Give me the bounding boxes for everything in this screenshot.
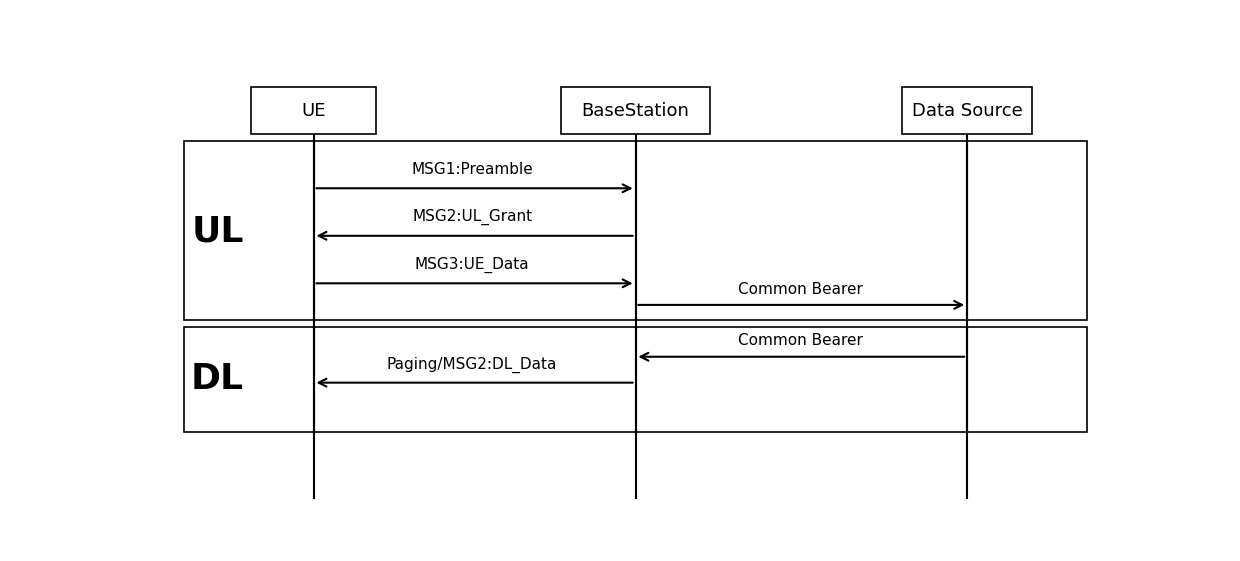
Bar	[184, 141, 1087, 320]
Bar	[250, 87, 376, 134]
Text: MSG1:Preamble: MSG1:Preamble	[412, 163, 533, 177]
Text: Common Bearer: Common Bearer	[738, 282, 863, 297]
Text: UL: UL	[191, 214, 243, 249]
Text: Common Bearer: Common Bearer	[738, 333, 863, 348]
Text: Paging/MSG2:DL_Data: Paging/MSG2:DL_Data	[387, 357, 557, 373]
Text: MSG3:UE_Data: MSG3:UE_Data	[415, 256, 529, 273]
Bar	[903, 87, 1032, 134]
Text: DL: DL	[191, 362, 244, 396]
Bar	[560, 87, 711, 134]
Text: BaseStation: BaseStation	[582, 102, 689, 119]
Text: Data Source: Data Source	[911, 102, 1023, 119]
Text: UE: UE	[301, 102, 326, 119]
Text: MSG2:UL_Grant: MSG2:UL_Grant	[412, 209, 532, 225]
Bar	[184, 327, 1087, 433]
